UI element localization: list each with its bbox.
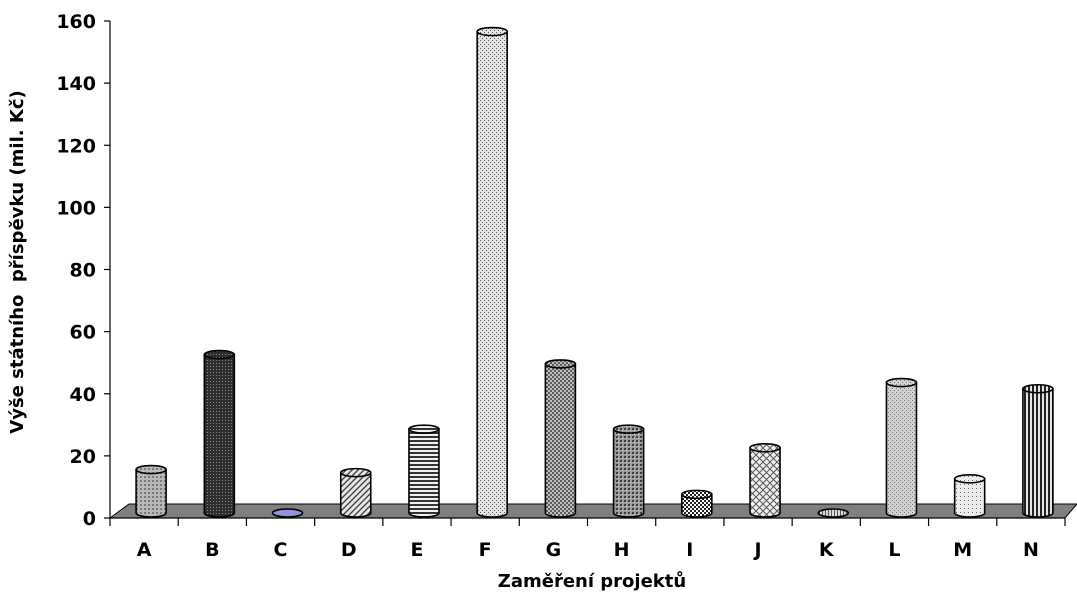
- bar: [681, 489, 713, 518]
- bar-body: [476, 30, 508, 518]
- bar-cap: [612, 424, 645, 434]
- x-tick-label: E: [410, 539, 423, 561]
- bar: [203, 349, 236, 518]
- bar-cap: [339, 467, 372, 478]
- x-tick-label: D: [341, 539, 357, 561]
- bar-body: [339, 471, 372, 518]
- bar-body: [203, 353, 236, 518]
- bar: [885, 377, 918, 518]
- bar: [339, 467, 372, 518]
- bar: [817, 508, 850, 518]
- bar-cap: [749, 442, 781, 453]
- bar-body: [885, 381, 918, 518]
- chart-floor: [108, 503, 1077, 519]
- bar-cap: [681, 489, 713, 500]
- y-tick-label: 0: [83, 508, 96, 530]
- bars: [135, 26, 1054, 518]
- y-tick-label: 120: [56, 135, 96, 157]
- axes: [104, 20, 1066, 526]
- x-tick-label: M: [953, 539, 972, 561]
- bar: [135, 464, 167, 518]
- bar: [1022, 383, 1054, 518]
- bar-cap: [135, 464, 167, 475]
- y-tick-label: 100: [56, 197, 96, 219]
- bar-body: [749, 446, 781, 518]
- bar-cap: [953, 474, 986, 484]
- bar: [271, 508, 304, 518]
- bar-body: [1022, 387, 1054, 518]
- x-tick-label: A: [137, 539, 152, 561]
- y-tick-label: 140: [56, 73, 96, 95]
- bar-cap: [408, 424, 440, 434]
- floor-plane: [108, 503, 1077, 519]
- y-tick-label: 60: [70, 322, 96, 344]
- bar-body: [544, 363, 577, 518]
- bar-body: [612, 428, 645, 518]
- y-tick-label: 160: [56, 11, 96, 33]
- bar-body: [681, 493, 713, 518]
- bar: [544, 359, 577, 518]
- x-tick-labels: A B C D E F G H I J K L M N: [137, 539, 1039, 561]
- bar-cap: [885, 377, 918, 388]
- x-tick-label: N: [1023, 539, 1039, 561]
- y-tick-labels: 0 20 40 60 80 100 120 140 160: [56, 11, 96, 530]
- bar: [953, 474, 986, 518]
- x-tick-label: G: [546, 539, 562, 561]
- x-tick-label: J: [752, 539, 761, 561]
- bar-cap: [1022, 383, 1054, 394]
- bar: [612, 424, 645, 518]
- bar: [408, 424, 440, 518]
- x-tick-label: C: [274, 539, 288, 561]
- bar-cap: [271, 508, 304, 518]
- bar-cap: [476, 26, 508, 37]
- x-axis-title: Zaměření projektů: [498, 570, 686, 592]
- bar: [476, 26, 508, 518]
- y-tick-label: 80: [70, 260, 96, 282]
- y-axis-title: Výše státního příspěvku (mil. Kč): [7, 90, 28, 433]
- x-tick-label: H: [614, 539, 630, 561]
- y-tick-label: 40: [70, 384, 96, 406]
- x-tick-label: F: [479, 539, 492, 561]
- bar-body: [408, 428, 440, 518]
- x-tick-label: B: [205, 539, 219, 561]
- bar-body: [135, 468, 167, 518]
- x-tick-label: K: [819, 539, 835, 561]
- bar-body: [953, 478, 986, 518]
- bar: [749, 442, 781, 518]
- bar-cap: [544, 359, 577, 369]
- bar-cap: [817, 508, 850, 518]
- bar-cap: [203, 349, 236, 360]
- y-tick-label: 20: [70, 446, 96, 468]
- x-tick-label: L: [888, 539, 900, 561]
- x-tick-label: I: [686, 539, 693, 561]
